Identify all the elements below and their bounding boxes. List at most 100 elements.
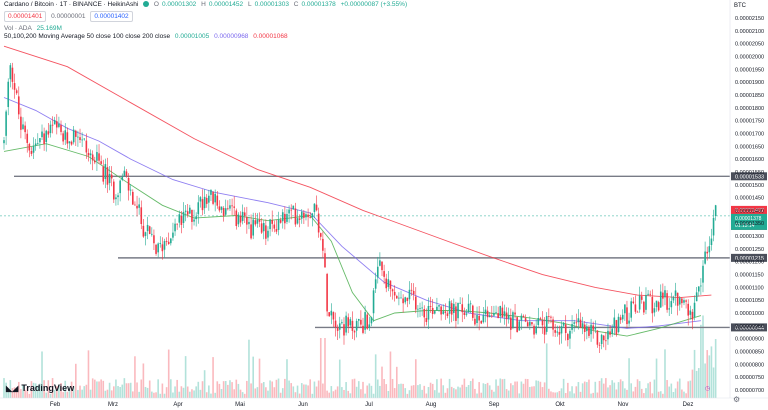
volume-bar	[543, 382, 546, 398]
volume-bar	[322, 383, 324, 398]
volume-bar	[497, 385, 499, 398]
volume-bar	[341, 387, 343, 398]
volume-bar	[649, 381, 652, 398]
y-tick-label: 0.00001400	[735, 208, 764, 214]
volume-bar	[182, 387, 185, 398]
ask-box[interactable]: 0.00001402	[90, 11, 133, 22]
volume-bar	[402, 383, 404, 398]
volume-bar	[271, 381, 273, 398]
volume-bar	[425, 393, 428, 398]
candle-body	[408, 289, 411, 300]
volume-bar	[36, 385, 39, 398]
candle-body	[491, 315, 493, 317]
volume-bar	[252, 356, 254, 398]
candle-body	[239, 215, 242, 223]
candle-body	[695, 292, 698, 302]
volume-bar	[224, 381, 227, 398]
y-tick-label: 0.00000900	[735, 337, 764, 343]
candle-body	[381, 261, 383, 271]
volume-bar	[216, 381, 219, 398]
candle-body	[687, 303, 690, 316]
ma50-value: 0.00001005	[174, 33, 210, 40]
y-tick-label: 0.00001050	[735, 298, 764, 304]
candle-body	[569, 330, 571, 339]
y-tick-label: 0.00001900	[735, 80, 764, 86]
candle-body	[47, 131, 50, 135]
volume-bar	[68, 387, 71, 398]
volume-bar	[577, 382, 580, 398]
volume-bar	[96, 381, 98, 398]
volume-bar	[189, 391, 191, 398]
volume-legend[interactable]: Vol · ADA 25.169M	[4, 25, 65, 32]
volume-bar	[533, 386, 535, 398]
volume-bar	[360, 389, 362, 398]
volume-bar	[653, 379, 656, 398]
candle-body	[193, 219, 195, 222]
volume-bar	[5, 382, 7, 398]
candle-body	[163, 241, 166, 250]
volume-bar	[628, 358, 630, 398]
volume-bar	[581, 383, 584, 398]
clock-icon[interactable]: ◷	[705, 386, 711, 392]
volume-bar	[81, 389, 83, 398]
volume-bar	[309, 379, 312, 398]
volume-bar	[609, 385, 611, 398]
candle-body	[427, 306, 430, 320]
candle-body	[246, 217, 248, 225]
candle-body	[210, 189, 212, 195]
volume-bar	[201, 381, 204, 398]
candle-body	[689, 310, 692, 315]
volume-bar	[104, 390, 107, 398]
horizontal-levels[interactable]: 0.00001533 0.00001215 0.00000944 0.00001402…	[0, 172, 767, 332]
candle-body	[49, 124, 52, 134]
candle-body	[39, 138, 41, 143]
volume-bar	[231, 382, 233, 398]
volume-bar	[279, 392, 282, 398]
candle-body	[284, 213, 286, 224]
volume-bar	[446, 388, 449, 398]
volume-bar	[138, 391, 140, 398]
candle-body	[385, 278, 388, 289]
volume-bar	[700, 324, 702, 398]
volume-bar	[461, 384, 464, 398]
volume-bar	[106, 389, 109, 398]
candle-body	[395, 295, 398, 299]
ma-legend[interactable]: 50,100,200 Moving Average 50 close 100 c…	[4, 33, 291, 40]
candle-body	[516, 317, 518, 333]
candle-body	[579, 319, 582, 328]
volume-bar	[368, 383, 371, 398]
candle-body	[151, 233, 153, 235]
candle-body	[370, 317, 373, 324]
volume-bar	[442, 385, 445, 398]
candle-body	[704, 251, 706, 264]
volume-bar	[51, 378, 54, 398]
candle-body	[562, 322, 565, 326]
y-tick-label: 0.00001150	[735, 273, 764, 279]
candle-body	[313, 203, 316, 213]
volume-bar	[115, 379, 117, 398]
candle-body	[548, 316, 550, 317]
candle-body	[615, 320, 618, 335]
candle-body	[476, 315, 478, 323]
chart-legend-title: Cardano / Bitcoin · 1T · BINANCE · Heiki…	[4, 1, 410, 8]
volume-bar	[208, 385, 210, 398]
volume-bar	[478, 382, 480, 398]
candle-body	[83, 138, 86, 140]
tradingview-logo[interactable]: ◣◢ TradingView	[6, 383, 74, 393]
volume-bar	[510, 383, 512, 398]
candle-body	[469, 303, 472, 305]
bid-box[interactable]: 0.00001401	[4, 11, 47, 22]
volume-value: 25.169M	[36, 25, 62, 32]
x-tick-label: Dez	[683, 402, 694, 408]
volume-bar	[159, 393, 162, 398]
volume-bar	[49, 393, 52, 398]
candle-body	[366, 314, 369, 329]
volume-bar	[535, 380, 537, 398]
volume-bar	[129, 382, 132, 398]
symbol-title: Cardano / Bitcoin · 1T · BINANCE · Heiki…	[4, 1, 139, 8]
volume-bar	[385, 384, 388, 398]
candle-body	[3, 140, 5, 144]
candle-body	[191, 209, 193, 222]
settings-gear-icon[interactable]: ⚙	[733, 395, 741, 404]
